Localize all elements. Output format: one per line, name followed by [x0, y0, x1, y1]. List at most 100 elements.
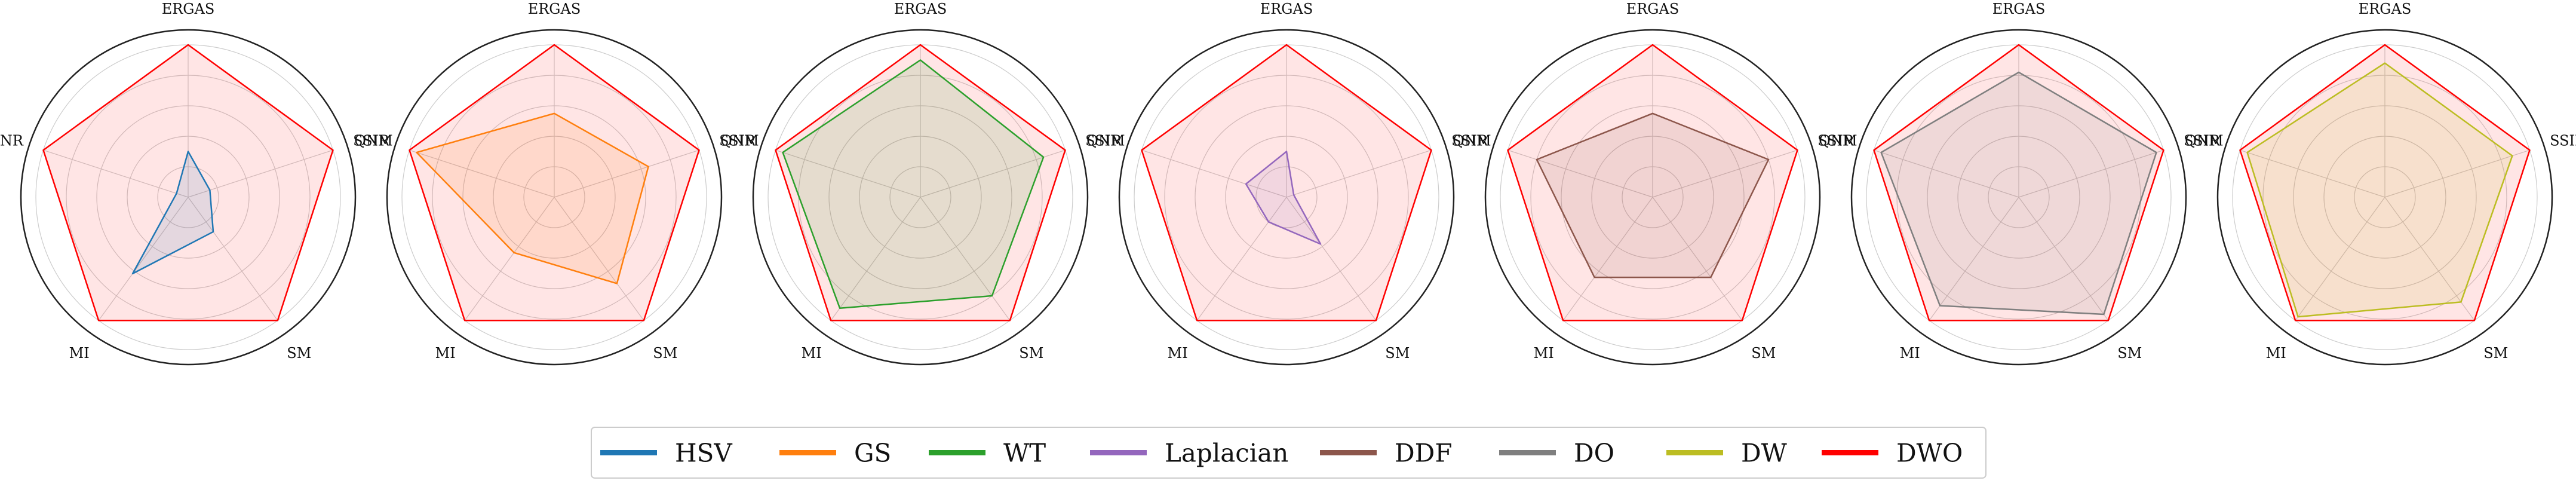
- axis-label-ssim: SSIM: [719, 133, 759, 149]
- grid-spoke: [1141, 149, 1287, 198]
- radar-panel-wt: ERGAS SSIM SM MI QNR: [720, 1, 1125, 366]
- grid-spoke: [1562, 197, 1653, 321]
- axis-label-ssim: SSIM: [1451, 133, 1491, 149]
- axis-label-ssim: SSIM: [2550, 133, 2576, 149]
- axis-label-sm: SM: [653, 345, 677, 362]
- legend-label-hsv: HSV: [675, 439, 732, 468]
- axis-label-ssim: SSIM: [1817, 133, 1857, 149]
- axis-label-ergas: ERGAS: [2359, 1, 2412, 17]
- radar-frame: [1850, 29, 2187, 366]
- grid-spoke: [920, 197, 1011, 321]
- axis-label-sm: SM: [2483, 345, 2508, 362]
- series-polygon-gs: [416, 112, 649, 284]
- axis-label-qnr: QNR: [720, 133, 756, 149]
- grid-spoke: [98, 197, 189, 321]
- axis-label-mi: MI: [802, 345, 822, 362]
- radar-panel-gs: ERGAS SSIM SM MI QNR: [354, 1, 759, 366]
- legend-box: [591, 427, 1987, 479]
- grid-spoke: [1507, 149, 1653, 198]
- grid-spoke: [1286, 197, 1377, 321]
- radar-frame: [386, 29, 723, 366]
- legend-label-dw: DW: [1741, 439, 1788, 468]
- grid-spoke: [554, 149, 699, 198]
- grid-spoke: [775, 149, 921, 198]
- radar-frame: [20, 29, 357, 366]
- radar-panel-hsv: ERGAS SSIM SM MI QNR: [0, 1, 393, 366]
- series-polygon-dwo: [1507, 44, 1798, 322]
- series-polygon-hsv: [131, 151, 214, 275]
- radar-panel-laplacian: ERGAS SSIM SM MI QNR: [1086, 1, 1491, 366]
- legend-label-laplacian: Laplacian: [1165, 439, 1288, 468]
- axis-label-sm: SM: [2117, 345, 2142, 362]
- axis-label-mi: MI: [2266, 345, 2286, 362]
- series-polygon-dwo: [409, 44, 700, 322]
- radar-panel-dw: ERGAS SSIM SM MI QNR: [2185, 1, 2576, 366]
- axis-label-ergas: ERGAS: [1626, 1, 1680, 17]
- series-polygon-laplacian: [1245, 151, 1322, 245]
- legend: HSV GS WT Laplacian DDF DO DW DWO: [591, 427, 1987, 479]
- axis-label-mi: MI: [1168, 345, 1188, 362]
- grid-spoke: [2295, 197, 2385, 321]
- legend-label-do: DO: [1574, 439, 1614, 468]
- grid-spoke: [409, 149, 555, 198]
- axis-label-mi: MI: [69, 345, 90, 362]
- series-polygon-dwo: [1141, 44, 1432, 322]
- grid-spoke: [1196, 197, 1287, 321]
- series-polygon-dwo: [2239, 44, 2531, 322]
- axis-label-sm: SM: [1019, 345, 1043, 362]
- radar-frame: [2216, 29, 2553, 366]
- axis-label-ergas: ERGAS: [162, 1, 215, 17]
- axis-label-sm: SM: [1751, 345, 1776, 362]
- radar-frame: [752, 29, 1089, 366]
- axis-label-ssim: SSIM: [353, 133, 393, 149]
- grid-spoke: [1874, 149, 2019, 198]
- series-polygon-dw: [2246, 62, 2513, 318]
- grid-spoke: [554, 197, 644, 321]
- series-polygon-do: [1880, 71, 2157, 316]
- grid-spoke: [1286, 149, 1432, 198]
- grid-spoke: [2240, 149, 2385, 198]
- axis-label-ssim: SSIM: [2184, 133, 2224, 149]
- axis-label-sm: SM: [287, 345, 311, 362]
- series-polygon-ddf: [1536, 112, 1770, 278]
- series-polygon-dwo: [42, 44, 334, 322]
- axis-label-qnr: QNR: [1453, 133, 1488, 149]
- series-polygon-wt: [782, 59, 1045, 309]
- axis-label-mi: MI: [435, 345, 456, 362]
- axis-label-ergas: ERGAS: [1260, 1, 1313, 17]
- legend-label-dwo: DWO: [1896, 439, 1963, 468]
- axis-label-qnr: QNR: [354, 133, 390, 149]
- axis-label-qnr: QNR: [0, 133, 24, 149]
- grid-spoke: [830, 197, 921, 321]
- radar-frame: [1118, 29, 1455, 366]
- axis-label-ergas: ERGAS: [528, 1, 581, 17]
- axis-label-mi: MI: [1534, 345, 1554, 362]
- grid-spoke: [2018, 149, 2164, 198]
- grid-spoke: [1652, 149, 1798, 198]
- legend-label-gs: GS: [854, 439, 891, 468]
- grid-spoke: [1929, 197, 2019, 321]
- axis-label-mi: MI: [1900, 345, 1920, 362]
- legend-label-ddf: DDF: [1395, 439, 1453, 468]
- radar-panel-ddf: ERGAS SSIM SM MI QNR: [1453, 1, 1857, 366]
- axis-label-qnr: QNR: [1819, 133, 1855, 149]
- grid-spoke: [43, 149, 189, 198]
- radar-frame: [1484, 29, 1821, 366]
- series-polygon-dwo: [775, 44, 1066, 322]
- axis-label-ergas: ERGAS: [894, 1, 947, 17]
- grid-spoke: [464, 197, 555, 321]
- grid-spoke: [1652, 197, 1743, 321]
- grid-spoke: [2018, 197, 2109, 321]
- legend-label-wt: WT: [1003, 439, 1046, 468]
- grid-spoke: [920, 149, 1066, 198]
- axis-label-qnr: QNR: [2185, 133, 2221, 149]
- axis-label-qnr: QNR: [1086, 133, 1122, 149]
- axis-label-ssim: SSIM: [1085, 133, 1125, 149]
- axis-label-sm: SM: [1385, 345, 1410, 362]
- grid-spoke: [188, 197, 278, 321]
- grid-spoke: [2384, 149, 2530, 198]
- grid-spoke: [2384, 197, 2475, 321]
- grid-spoke: [188, 149, 333, 198]
